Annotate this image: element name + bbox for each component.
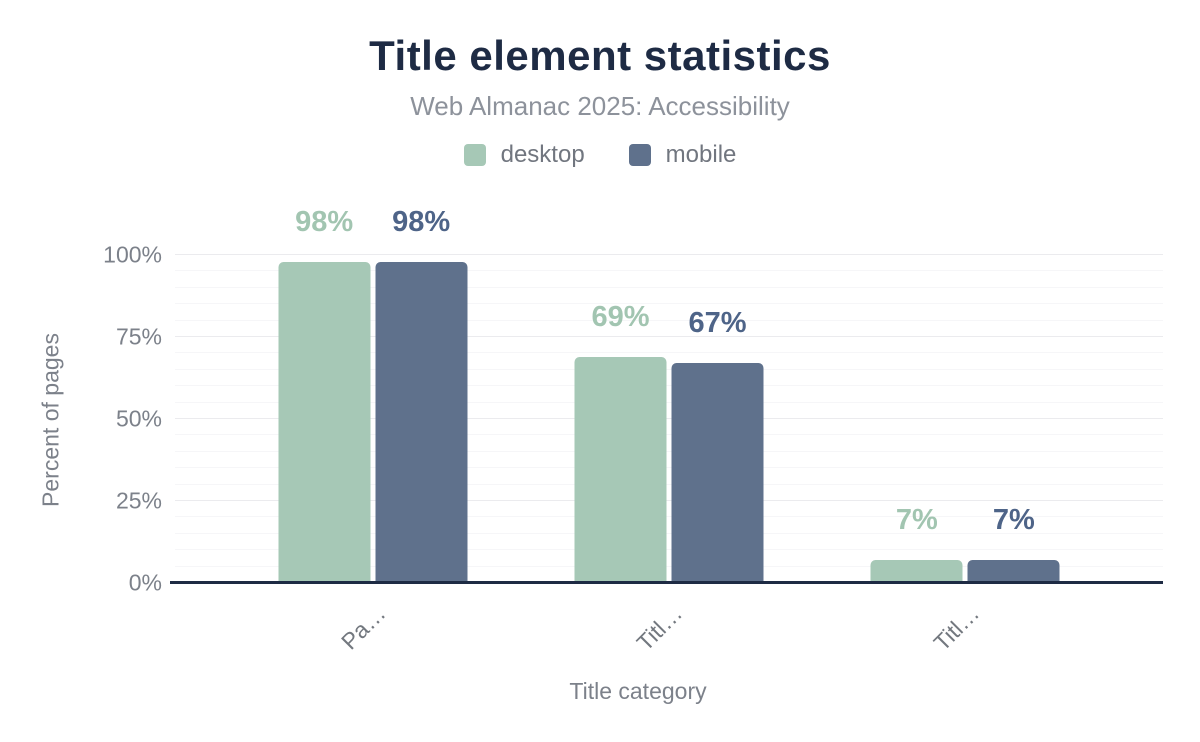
bar-group: 69% 67%: [574, 255, 764, 583]
bar-value-label: 67%: [688, 307, 747, 340]
gridline-minor: [175, 401, 1163, 403]
legend-label: desktop: [500, 141, 585, 168]
x-axis-title: Title category: [569, 678, 707, 704]
gridline-minor: [175, 286, 1163, 288]
bar-value-label: 7%: [895, 504, 938, 537]
bar-slot: 98%: [375, 207, 468, 583]
gridline-major: [175, 418, 1163, 419]
y-tick-label: 0%: [128, 569, 162, 596]
gridline-minor: [175, 516, 1163, 518]
y-tick-label: 25%: [115, 487, 162, 514]
bar-value-label: 69%: [591, 300, 650, 333]
gridline-major: [175, 254, 1163, 255]
gridline-minor: [175, 319, 1163, 321]
y-tick-label: 50%: [115, 405, 162, 432]
legend-swatch-mobile: [628, 144, 651, 166]
bar-desktop[interactable]: [278, 261, 371, 583]
legend-item-mobile[interactable]: mobile: [628, 141, 737, 169]
bar-slot: 98%: [278, 207, 371, 583]
bar-desktop[interactable]: [574, 356, 667, 583]
bar-mobile[interactable]: [375, 261, 468, 583]
bar-value-label: 98%: [392, 205, 451, 238]
bar-mobile[interactable]: [967, 560, 1060, 583]
bar-value-label: 7%: [992, 504, 1035, 537]
y-axis-title: Percent of pages: [37, 333, 64, 507]
bar-group: 98% 98%: [278, 207, 468, 583]
chart-subtitle: Web Almanac 2025: Accessibility: [410, 91, 790, 121]
gridline-minor: [175, 549, 1163, 551]
gridline-minor: [175, 483, 1163, 485]
gridline-minor: [175, 352, 1163, 354]
bar-slot: 7%: [967, 255, 1060, 583]
y-tick-label: 75%: [115, 323, 162, 350]
chart-title: Title element statistics: [369, 32, 831, 79]
gridline-minor: [175, 532, 1163, 534]
legend-item-desktop[interactable]: desktop: [463, 141, 585, 169]
bar-desktop[interactable]: [870, 560, 963, 583]
y-tick-label: 100%: [103, 241, 162, 268]
bar-value-label: 98%: [295, 205, 354, 238]
gridline-major: [175, 500, 1163, 501]
bar-slot: 69%: [574, 255, 667, 583]
plot-area: Pa… Titl… Titl… 0% 25% 50% 75% 100% 98% 98% 69% 67…: [103, 207, 1163, 656]
bar-slot: 7%: [870, 255, 963, 583]
legend-swatch-desktop: [463, 144, 486, 166]
gridline-minor: [175, 450, 1163, 452]
gridline-minor: [175, 467, 1163, 469]
legend: desktop mobile: [0, 141, 1200, 169]
bar-mobile[interactable]: [671, 363, 764, 583]
gridline-minor: [175, 434, 1163, 436]
gridline-minor: [175, 303, 1163, 305]
bar-slot: 67%: [671, 255, 764, 583]
legend-label: mobile: [665, 141, 737, 168]
gridline-minor: [175, 565, 1163, 567]
bar-group: 7% 7%: [870, 255, 1060, 583]
x-axis-baseline: [170, 581, 1163, 584]
gridline-minor: [175, 385, 1163, 387]
gridline-minor: [175, 270, 1163, 272]
gridline-major: [175, 336, 1163, 337]
gridline-minor: [175, 368, 1163, 370]
